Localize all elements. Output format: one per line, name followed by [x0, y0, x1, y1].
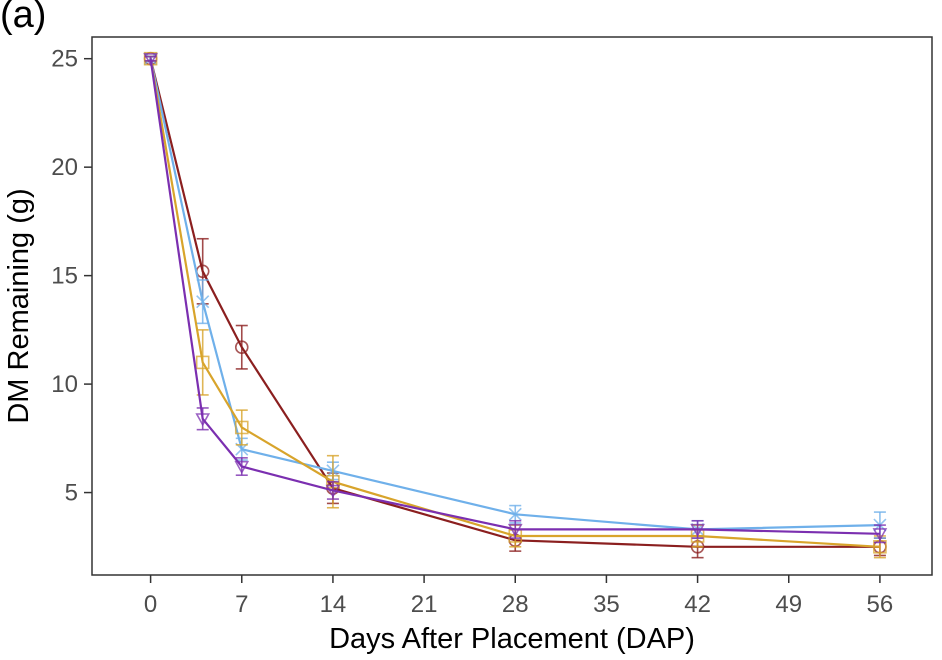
data-point [234, 340, 249, 355]
data-point [508, 507, 522, 521]
plot-area: 0 7 14 21 28 35 42 49 56 5 10 15 20 25 [51, 36, 933, 618]
y-tick-label: 5 [65, 480, 78, 507]
data-point [196, 295, 210, 309]
y-tick-label: 10 [51, 371, 78, 398]
data-point [507, 523, 523, 538]
data-point [234, 460, 250, 475]
x-tick-label: 35 [593, 591, 620, 618]
data-point [872, 528, 888, 542]
data-point [234, 420, 249, 435]
data-point [325, 484, 341, 499]
plot-border [91, 36, 933, 576]
x-axis-title: Days After Placement (DAP) [329, 623, 695, 655]
x-tick-label: 28 [502, 591, 529, 618]
y-axis-title: DM Remaining (g) [3, 188, 35, 423]
y-tick-label: 20 [51, 154, 78, 181]
data-point [690, 523, 705, 538]
series-line-2 [149, 58, 880, 531]
x-tick-label: 0 [144, 591, 157, 618]
x-tick-label: 7 [235, 591, 248, 618]
data-point [195, 413, 211, 427]
y-tick-label: 25 [51, 46, 78, 73]
x-tick-label: 56 [867, 591, 894, 618]
data-point [195, 355, 210, 370]
x-tick-label: 42 [684, 591, 711, 618]
x-tick-label: 14 [320, 591, 347, 618]
x-tick-label: 49 [775, 591, 802, 618]
x-tick-label: 21 [411, 591, 438, 618]
series-line-4 [149, 58, 880, 535]
series-line-3 [149, 58, 880, 548]
data-point [143, 53, 158, 67]
series-line-1 [149, 58, 880, 548]
y-tick-label: 15 [51, 263, 78, 290]
panel-label: (a) [0, 0, 47, 36]
